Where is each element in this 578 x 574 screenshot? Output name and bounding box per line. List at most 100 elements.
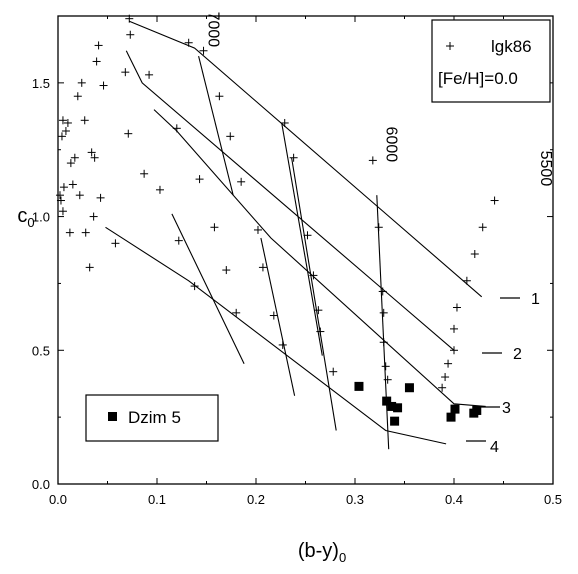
plus-point — [280, 118, 289, 127]
y-tick-label: 1.5 — [32, 76, 50, 91]
plus-point — [121, 68, 130, 77]
plus-point — [81, 228, 90, 237]
plus-point — [126, 30, 135, 39]
legend-bottom-square-marker — [108, 412, 117, 421]
curve-layer — [105, 20, 486, 450]
plus-point — [92, 57, 101, 66]
square-point — [354, 381, 364, 391]
plus-point — [258, 263, 267, 272]
plus-point — [56, 196, 65, 205]
plus-point — [155, 185, 164, 194]
temperature-label: 6000 — [383, 127, 400, 163]
plus-point — [99, 81, 108, 90]
plus-point — [96, 193, 105, 202]
plus-point — [70, 153, 79, 162]
model-curve-iso-d — [291, 157, 337, 431]
plus-point — [450, 346, 458, 355]
legend-top: lgk86 [Fe/H]=0.0 — [431, 19, 551, 103]
plus-point — [195, 175, 204, 184]
plus-point — [190, 282, 199, 291]
x-tick-label: 0.4 — [445, 492, 463, 507]
plus-point — [450, 324, 458, 333]
line-label-4: 4 — [490, 439, 499, 456]
y-tick-label: 1.0 — [32, 210, 50, 225]
plus-point — [232, 308, 241, 317]
line-label-3: 3 — [502, 400, 511, 417]
model-curve-2 — [125, 50, 455, 351]
plus-point — [184, 38, 193, 47]
plus-point — [90, 153, 99, 162]
plus-point — [368, 156, 377, 165]
plus-point — [210, 223, 219, 232]
plus-point — [145, 70, 154, 79]
plus-point — [381, 362, 390, 371]
plus-point — [237, 177, 246, 186]
plus-point — [55, 191, 64, 200]
plus-point — [316, 327, 325, 336]
plus-point — [438, 383, 447, 392]
model-curve-iso-a — [171, 213, 245, 364]
temperature-label: 7000 — [204, 12, 221, 48]
model-curve-3 — [153, 109, 486, 407]
plus-point — [314, 306, 323, 315]
plus-point — [80, 116, 89, 125]
plus-point — [73, 92, 82, 101]
x-axis-title-sub: 0 — [339, 550, 346, 565]
plus-point — [441, 373, 450, 382]
plus-point — [379, 308, 388, 317]
plus-point — [444, 359, 453, 368]
plus-point — [452, 303, 461, 312]
plus-point — [61, 126, 70, 135]
square-point — [387, 401, 397, 411]
square-point — [404, 383, 414, 393]
x-axis-title: (b-y)0 — [298, 540, 346, 565]
annotation-layer: 7000 6000 5500 1 2 3 4 — [204, 12, 554, 456]
legend-top-note: [Fe/H]=0.0 — [438, 69, 518, 88]
x-tick-label: 0.0 — [49, 492, 67, 507]
x-tick-label: 0.5 — [544, 492, 562, 507]
plus-point — [222, 266, 231, 275]
plus-point — [470, 250, 479, 259]
model-curve-1 — [129, 20, 483, 298]
x-tick-label: 0.1 — [148, 492, 166, 507]
plus-point — [379, 338, 388, 347]
plus-point — [65, 228, 74, 237]
plus-point — [226, 132, 235, 141]
plus-point — [140, 169, 149, 178]
plus-point — [383, 375, 392, 384]
x-axis-title-main: (b-y) — [298, 540, 339, 562]
plus-point — [77, 78, 86, 87]
plus-point — [174, 236, 183, 245]
y-axis-title: c0 — [17, 205, 34, 230]
plus-point — [490, 196, 499, 205]
y-axis-title-sub: 0 — [27, 215, 34, 230]
point-layer — [55, 14, 499, 426]
square-point — [472, 405, 482, 415]
plus-point — [309, 271, 318, 280]
model-curve-iso-b — [198, 55, 234, 196]
plus-point — [58, 116, 67, 125]
square-point — [390, 416, 400, 426]
plus-point — [63, 118, 72, 127]
legend-bottom: Dzim 5 — [85, 394, 219, 442]
plus-point — [58, 207, 67, 216]
y-tick-label: 0.0 — [32, 477, 50, 492]
square-point — [450, 404, 460, 414]
plus-point — [329, 367, 338, 376]
square-point — [382, 396, 392, 406]
plus-point — [378, 287, 387, 296]
model-curve-4 — [105, 226, 447, 445]
line-label-2: 2 — [513, 346, 522, 363]
plus-point — [253, 225, 262, 234]
plus-point — [66, 159, 75, 168]
x-tick-label: 0.2 — [247, 492, 265, 507]
model-curve-iso-c — [260, 237, 296, 396]
legend-top-box — [431, 19, 551, 103]
plus-point — [85, 263, 94, 272]
plus-point — [89, 212, 98, 221]
plus-point — [269, 311, 278, 320]
plus-point — [68, 180, 77, 189]
square-point — [393, 403, 403, 413]
